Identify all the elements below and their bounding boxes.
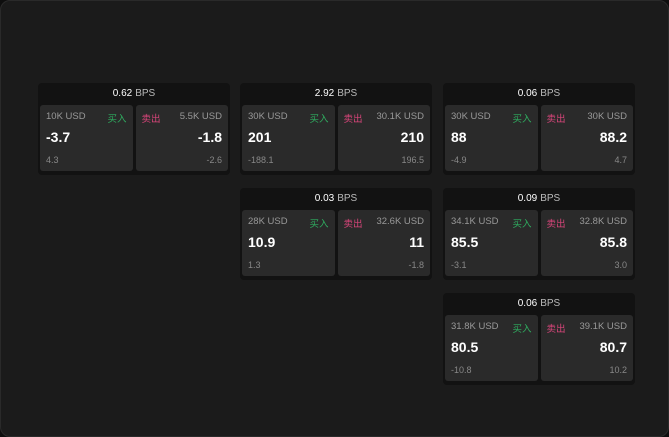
bid-sub: -4.9 (451, 155, 467, 165)
ask-sub: 196.5 (401, 155, 424, 165)
sell-cell[interactable]: 卖出 30K USD 88.2 4.7 (540, 105, 633, 171)
spread-unit: BPS (337, 88, 358, 99)
sell-label: 卖出 (546, 324, 566, 335)
bid-size: 30K USD (248, 111, 288, 122)
spread-unit: BPS (540, 193, 561, 204)
sell-cell[interactable]: 卖出 32.8K USD 85.8 3.0 (540, 210, 633, 276)
buy-label: 买入 (107, 114, 127, 125)
sell-label: 卖出 (141, 114, 161, 125)
ask-size: 30K USD (587, 111, 627, 122)
buy-label: 买入 (512, 324, 532, 335)
bid-price: 201 (248, 129, 272, 145)
ask-size: 5.5K USD (179, 111, 222, 122)
bid-price: 80.5 (451, 339, 479, 355)
bid-price: -3.7 (46, 129, 71, 145)
sell-cell[interactable]: 卖出 39.1K USD 80.7 10.2 (540, 315, 633, 381)
spread-value: 0.06 (517, 298, 538, 309)
spread-unit: BPS (337, 193, 358, 204)
bid-sub: -3.1 (451, 260, 467, 270)
bid-price: 10.9 (248, 234, 276, 250)
buy-label: 买入 (512, 219, 532, 230)
bid-sub: -10.8 (451, 365, 472, 375)
bid-sub: 4.3 (46, 155, 59, 165)
ask-sub: 10.2 (609, 365, 627, 375)
quote-card: 0.03 BPS 28K USD 买入 10.9 1.3 卖出 32.6K USD 1… (240, 188, 432, 280)
ask-price: 210 (400, 129, 424, 145)
spread-value: 0.09 (517, 193, 538, 204)
quote-card: 0.06 BPS 31.8K USD 买入 80.5 -10.8 卖出 39.1K U… (443, 293, 635, 385)
sell-cell[interactable]: 卖出 30.1K USD 210 196.5 (337, 105, 430, 171)
buy-cell[interactable]: 28K USD 买入 10.9 1.3 (242, 210, 335, 276)
spread-value: 0.62 (112, 88, 133, 99)
spread-value: 0.06 (517, 88, 538, 99)
buy-cell[interactable]: 31.8K USD 买入 80.5 -10.8 (445, 315, 538, 381)
ask-price: 88.2 (599, 129, 627, 145)
ask-sub: -1.8 (408, 260, 424, 270)
spread-header: 0.06 BPS (443, 83, 635, 105)
spread-header: 0.09 BPS (443, 188, 635, 210)
sell-label: 卖出 (546, 114, 566, 125)
bid-price: 88 (451, 129, 467, 145)
ask-price: 85.8 (599, 234, 627, 250)
bid-size: 30K USD (451, 111, 491, 122)
ask-size: 32.6K USD (376, 216, 424, 227)
buy-label: 买入 (309, 114, 329, 125)
buy-label: 买入 (309, 219, 329, 230)
ask-price: 80.7 (599, 339, 627, 355)
ask-sub: 4.7 (614, 155, 627, 165)
quote-card: 0.06 BPS 30K USD 买入 88 -4.9 卖出 30K USD 88.2… (443, 83, 635, 175)
ask-size: 32.8K USD (579, 216, 627, 227)
bid-size: 31.8K USD (451, 321, 499, 332)
sell-cell[interactable]: 卖出 32.6K USD 11 -1.8 (337, 210, 430, 276)
bid-price: 85.5 (451, 234, 479, 250)
spread-value: 2.92 (314, 88, 335, 99)
ask-sub: 3.0 (614, 260, 627, 270)
bid-size: 10K USD (46, 111, 86, 122)
sell-label: 卖出 (546, 219, 566, 230)
ask-sub: -2.6 (206, 155, 222, 165)
buy-label: 买入 (512, 114, 532, 125)
quote-card: 0.09 BPS 34.1K USD 买入 85.5 -3.1 卖出 32.8K US… (443, 188, 635, 280)
buy-cell[interactable]: 10K USD 买入 -3.7 4.3 (40, 105, 133, 171)
spread-value: 0.03 (314, 193, 335, 204)
buy-cell[interactable]: 30K USD 买入 88 -4.9 (445, 105, 538, 171)
spread-unit: BPS (540, 88, 561, 99)
ask-price: -1.8 (197, 129, 222, 145)
bid-size: 34.1K USD (451, 216, 499, 227)
quote-card: 0.62 BPS 10K USD 买入 -3.7 4.3 卖出 5.5K USD -1… (38, 83, 230, 175)
spread-header: 0.62 BPS (38, 83, 230, 105)
spread-header: 0.03 BPS (240, 188, 432, 210)
sell-cell[interactable]: 卖出 5.5K USD -1.8 -2.6 (135, 105, 228, 171)
spread-unit: BPS (540, 298, 561, 309)
spread-header: 2.92 BPS (240, 83, 432, 105)
ask-size: 39.1K USD (579, 321, 627, 332)
ask-size: 30.1K USD (376, 111, 424, 122)
spread-header: 0.06 BPS (443, 293, 635, 315)
buy-cell[interactable]: 34.1K USD 买入 85.5 -3.1 (445, 210, 538, 276)
ask-price: 11 (409, 234, 424, 250)
bid-sub: 1.3 (248, 260, 261, 270)
buy-cell[interactable]: 30K USD 买入 201 -188.1 (242, 105, 335, 171)
spread-unit: BPS (135, 88, 156, 99)
bid-size: 28K USD (248, 216, 288, 227)
sell-label: 卖出 (343, 219, 363, 230)
bid-sub: -188.1 (248, 155, 274, 165)
sell-label: 卖出 (343, 114, 363, 125)
quote-card: 2.92 BPS 30K USD 买入 201 -188.1 卖出 30.1K USD… (240, 83, 432, 175)
